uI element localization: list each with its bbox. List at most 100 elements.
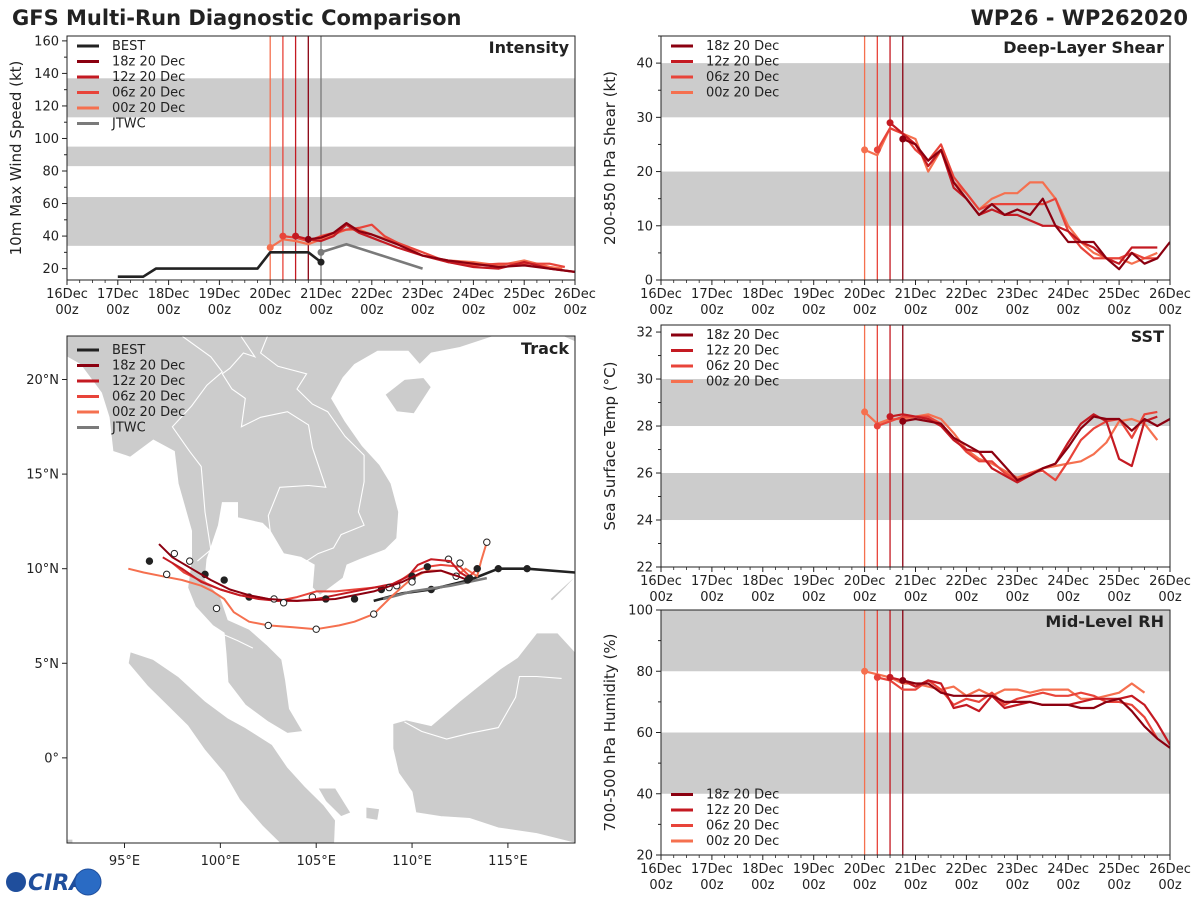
intensity-series-group — [117, 222, 575, 279]
intensity-legend-label: 00z 20 Dec — [112, 101, 185, 116]
intensity-ytick-label: 60 — [42, 197, 59, 212]
storm-id-title: WP26 - WP262020 — [971, 6, 1188, 30]
intensity-ytick-label: 40 — [42, 230, 59, 245]
sst-legend-label: 18z 20 Dec — [706, 328, 779, 343]
shear-legend-label: 00z 20 Dec — [706, 86, 779, 101]
intensity-xtick-day: 26Dec — [554, 287, 596, 302]
sst-ytick-label: 32 — [636, 326, 653, 341]
sst-series-start-marker — [899, 417, 907, 425]
sst-ytick-label: 24 — [636, 514, 653, 529]
rh-xtick-day: 17Dec — [691, 862, 733, 877]
shear-xtick-day: 18Dec — [742, 287, 784, 302]
sst-ytick-label: 28 — [636, 420, 653, 435]
track-panel: 95°E 100°E 105°E 110°E 115°E 0° 5°N 10°N 15°N 20°… — [26, 335, 576, 869]
lon-tick-label: 115°E — [488, 854, 528, 869]
sst-ytick-label: 22 — [636, 561, 653, 576]
track-position-marker — [483, 538, 491, 546]
rh-xtick-day: 22Dec — [946, 862, 988, 877]
country-border — [221, 336, 327, 531]
rh-xtick-hour: 00z — [700, 878, 724, 893]
intensity-series-line — [308, 222, 575, 273]
shear-xtick-hour: 00z — [649, 303, 673, 318]
rh-legend-label: 00z 20 Dec — [706, 834, 779, 849]
rh-xtick-hour: 00z — [802, 878, 826, 893]
rh-xtick-day: 20Dec — [844, 862, 886, 877]
shear-xtick-hour: 00z — [802, 303, 826, 318]
intensity-legend-label: BEST — [112, 39, 145, 54]
rh-panel: 2040608010016Dec00z17Dec00z18Dec00z19Dec… — [601, 604, 1191, 894]
track-line — [158, 543, 468, 602]
rh-xtick-hour: 00z — [751, 878, 775, 893]
land-sumatra — [127, 651, 336, 843]
shear-legend-label: 06z 20 Dec — [706, 70, 779, 85]
rh-xtick-day: 26Dec — [1149, 862, 1191, 877]
cira-logo: CIRA — [6, 868, 102, 896]
intensity-xtick-hour: 00z — [309, 303, 333, 318]
rh-series-start-marker — [873, 673, 881, 681]
intensity-series-line — [117, 251, 322, 279]
track-position-marker — [408, 578, 416, 586]
intensity-xtick-day: 17Dec — [97, 287, 139, 302]
rh-band — [661, 610, 1170, 672]
sst-ytick-label: 30 — [636, 373, 653, 388]
shear-ytick-label: 10 — [636, 219, 653, 234]
shear-xtick-day: 24Dec — [1047, 287, 1089, 302]
sst-ytick-label: 26 — [636, 467, 653, 482]
rh-series-line — [877, 676, 1159, 740]
shear-ytick-label: 40 — [636, 57, 653, 72]
logo-mark — [6, 872, 26, 892]
sst-xtick-hour: 00z — [955, 590, 979, 605]
intensity-legend-label: JTWC — [111, 117, 146, 132]
rh-xtick-day: 18Dec — [742, 862, 784, 877]
rh-xtick-hour: 00z — [853, 878, 877, 893]
lat-tick-label: 5°N — [35, 657, 60, 672]
intensity-xtick-day: 21Dec — [300, 287, 342, 302]
shear-ytick-label: 20 — [636, 165, 653, 180]
track-position-marker — [370, 610, 378, 618]
sst-panel-title: SST — [1131, 327, 1164, 346]
sst-series-start-marker — [873, 422, 881, 430]
intensity-legend-label: 06z 20 Dec — [112, 86, 185, 101]
shear-xtick-day: 17Dec — [691, 287, 733, 302]
intensity-xtick-day: 18Dec — [148, 287, 190, 302]
rh-xtick-hour: 00z — [1107, 878, 1131, 893]
shear-band — [661, 171, 1170, 226]
lon-tick-label: 110°E — [392, 854, 432, 869]
track-frame — [66, 335, 576, 844]
intensity-xtick-day: 25Dec — [503, 287, 545, 302]
intensity-panel-title: Intensity — [489, 38, 570, 57]
rh-xtick-day: 25Dec — [1098, 862, 1140, 877]
rh-xtick-hour: 00z — [955, 878, 979, 893]
shear-band — [661, 63, 1170, 118]
shear-series-line — [902, 137, 1170, 271]
rh-ytick-label: 100 — [628, 604, 653, 619]
intensity-xtick-hour: 00z — [208, 303, 232, 318]
lon-tick-label: 100°E — [201, 854, 241, 869]
shear-series-start-marker — [873, 146, 881, 154]
sst-xtick-day: 26Dec — [1149, 574, 1191, 589]
land-sri-edge — [67, 838, 74, 843]
shear-xtick-day: 23Dec — [996, 287, 1038, 302]
intensity-xtick-day: 20Dec — [249, 287, 291, 302]
rh-xtick-day: 16Dec — [640, 862, 682, 877]
rh-xtick-hour: 00z — [904, 878, 928, 893]
shear-legend-label: 18z 20 Dec — [706, 39, 779, 54]
shear-ylabel: 200-850 hPa Shear (kt) — [601, 71, 619, 245]
sst-legend-label: 06z 20 Dec — [706, 359, 779, 374]
track-position-marker — [463, 576, 472, 584]
shear-panel: 01020304016Dec00z17Dec00z18Dec00z19Dec00… — [601, 35, 1191, 318]
intensity-legend-label: 18z 20 Dec — [112, 55, 185, 70]
intensity-xtick-hour: 00z — [106, 303, 130, 318]
intensity-legend-label: 12z 20 Dec — [112, 70, 185, 85]
track-line — [162, 556, 471, 602]
sst-xtick-hour: 00z — [700, 590, 724, 605]
intensity-ylabel: 10m Max Wind Speed (kt) — [7, 61, 25, 256]
intensity-xtick-hour: 00z — [259, 303, 283, 318]
sst-xtick-day: 18Dec — [742, 574, 784, 589]
rh-xtick-day: 21Dec — [895, 862, 937, 877]
shear-xtick-hour: 00z — [1057, 303, 1081, 318]
intensity-xtick-day: 23Dec — [402, 287, 444, 302]
shear-xtick-hour: 00z — [1158, 303, 1182, 318]
sst-xtick-day: 23Dec — [996, 574, 1038, 589]
sst-xtick-hour: 00z — [1158, 590, 1182, 605]
